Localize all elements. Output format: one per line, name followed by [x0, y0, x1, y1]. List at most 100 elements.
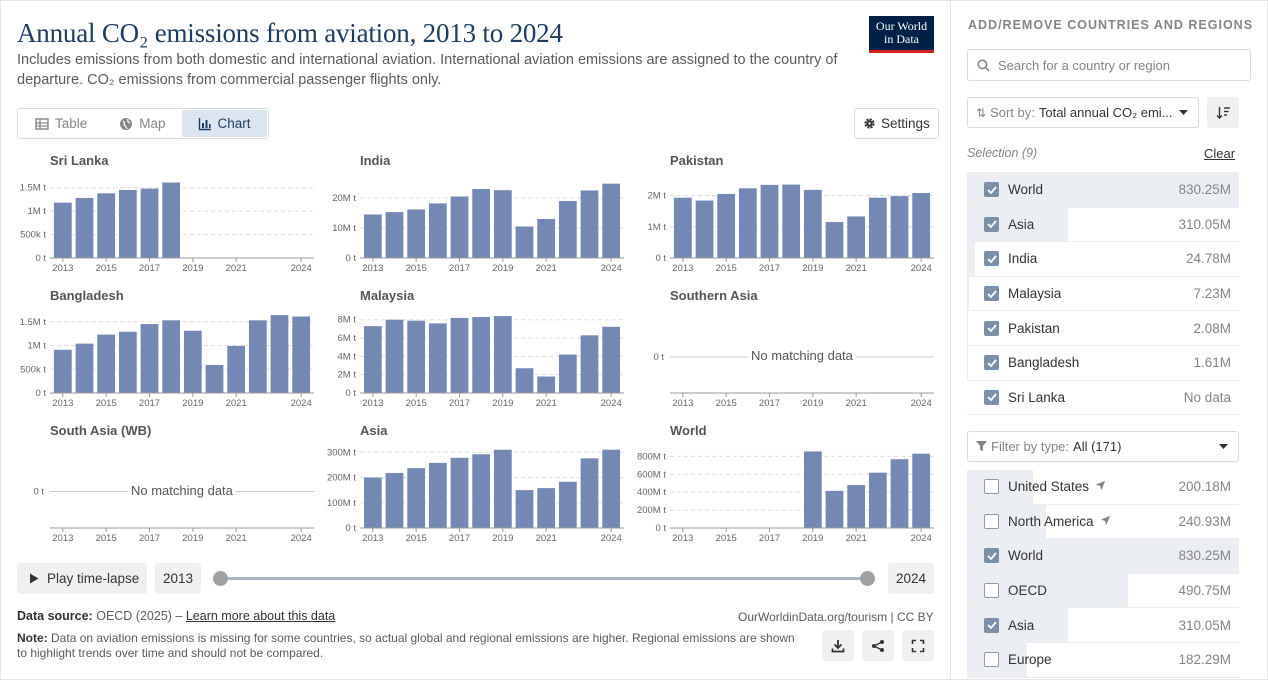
entity-checkbox[interactable] [984, 583, 999, 599]
tab-table[interactable]: Table [19, 110, 103, 137]
x-tick-label: 2017 [449, 533, 470, 544]
no-matching-data-label: No matching data [128, 482, 236, 498]
learn-more-link[interactable]: Learn more about this data [185, 609, 336, 623]
entity-checkbox[interactable] [984, 617, 999, 633]
tab-chart[interactable]: Chart [181, 110, 267, 137]
entity-checkbox[interactable] [984, 513, 999, 529]
y-tick-label: 200M t [637, 505, 666, 516]
entity-checkbox[interactable] [984, 182, 999, 198]
entity-row[interactable]: North America 240.93M [967, 504, 1239, 540]
y-tick-label: 500k t [20, 230, 46, 241]
entity-checkbox[interactable] [984, 286, 999, 302]
filter-by-type-select[interactable]: Filter by type: All (171) [967, 431, 1239, 462]
entity-value: 310.05M [1178, 617, 1231, 633]
entity-row[interactable]: Asia 310.05M [967, 608, 1239, 643]
no-matching-data-label: No matching data [748, 348, 856, 363]
x-tick-label: 2017 [449, 263, 470, 274]
entity-checkbox[interactable] [984, 479, 999, 495]
entity-row[interactable]: OECD 490.75M [967, 573, 1239, 609]
source-value: OECD (2025) – [96, 609, 183, 623]
view-tabs: Table Map Chart [17, 108, 269, 139]
bar [363, 214, 382, 258]
x-tick-label: 2021 [846, 398, 867, 409]
x-tick-label: 2015 [716, 533, 737, 544]
bar [227, 345, 246, 393]
x-tick-label: 2013 [362, 263, 383, 274]
x-tick-label: 2013 [362, 533, 383, 544]
timeline-end-year: 2024 [888, 563, 934, 594]
bar [580, 458, 599, 528]
entity-checkbox[interactable] [984, 389, 999, 405]
entity-row[interactable]: India 24.78M [967, 242, 1239, 277]
download-button[interactable] [822, 630, 854, 661]
bar [695, 200, 714, 258]
x-tick-label: 2019 [492, 533, 513, 544]
check-icon [986, 186, 997, 194]
share-button[interactable] [862, 630, 894, 661]
entity-row[interactable]: Bangladesh 1.61M [967, 345, 1239, 381]
filter-label: Filter by type: [991, 439, 1070, 454]
timeline-end-handle[interactable] [860, 571, 875, 586]
entity-row[interactable]: Malaysia 7.23M [967, 276, 1239, 312]
tab-map[interactable]: Map [103, 110, 181, 137]
entity-checkbox[interactable] [984, 216, 999, 232]
entity-checkbox[interactable] [984, 652, 999, 668]
x-tick-label: 2015 [716, 263, 737, 274]
x-tick-label: 2013 [52, 263, 73, 274]
bar [537, 488, 556, 528]
bar [407, 468, 426, 528]
y-tick-label: 8M t [338, 315, 357, 326]
entity-checkbox[interactable] [984, 548, 999, 564]
entity-value: 830.25M [1178, 548, 1231, 564]
x-tick-label: 2021 [846, 533, 867, 544]
x-tick-label: 2015 [406, 398, 427, 409]
owid-logo[interactable]: Our World in Data [869, 16, 934, 53]
x-tick-label: 2015 [406, 533, 427, 544]
owid-license-link[interactable]: OurWorldinData.org/tourism | CC BY [738, 610, 934, 624]
x-tick-label: 2015 [406, 263, 427, 274]
clear-selection-button[interactable]: Clear [1204, 146, 1236, 161]
y-tick-label: 300M t [327, 447, 356, 458]
y-tick-label: 200M t [327, 473, 356, 484]
entity-row[interactable]: Europe 182.29M [967, 642, 1239, 678]
bar [868, 197, 887, 258]
entity-row[interactable]: World 830.25M [967, 173, 1239, 208]
value-share-bar [967, 608, 1069, 642]
entity-value: 200.18M [1178, 479, 1231, 495]
entity-row[interactable]: United States 200.18M [967, 470, 1239, 505]
play-timelapse-button[interactable]: Play time-lapse [17, 563, 147, 594]
entity-row[interactable]: Asia 310.05M [967, 207, 1239, 243]
entity-row[interactable]: Pakistan 2.08M [967, 311, 1239, 346]
search-input[interactable]: Search for a country or region [967, 49, 1251, 81]
entity-checkbox[interactable] [984, 320, 999, 336]
bar [162, 320, 181, 393]
bar [472, 454, 491, 528]
fullscreen-button[interactable] [902, 630, 934, 661]
bar [53, 349, 72, 393]
bar [717, 193, 736, 258]
entity-name-text: Asia [1008, 216, 1035, 232]
entity-name-text: World [1008, 182, 1044, 198]
entity-row[interactable]: World 830.25M [967, 539, 1239, 574]
y-tick-label: 500k t [20, 364, 46, 375]
bar [248, 320, 267, 393]
download-icon [831, 639, 845, 652]
bar [472, 317, 491, 393]
x-tick-label: 2021 [846, 263, 867, 274]
entity-name: Malaysia [1008, 286, 1061, 301]
entity-checkbox[interactable] [984, 355, 999, 371]
check-icon [986, 290, 997, 298]
entity-checkbox[interactable] [984, 251, 999, 267]
x-tick-label: 2013 [52, 533, 73, 544]
y-tick-label: 0 t [35, 388, 46, 399]
settings-button[interactable]: Settings [854, 108, 939, 139]
check-icon [986, 359, 997, 367]
timeline-start-handle[interactable] [213, 571, 228, 586]
timeline-track[interactable] [221, 577, 868, 580]
sort-order-button[interactable] [1207, 97, 1239, 128]
note-text: Data on aviation emissions is missing fo… [17, 631, 795, 660]
x-tick-label: 2019 [802, 263, 823, 274]
entity-row[interactable]: Sri Lanka No data [967, 381, 1239, 416]
sort-by-select[interactable]: ⇅ Sort by: Total annual CO₂ emi... [967, 97, 1199, 128]
share-icon [872, 639, 884, 652]
